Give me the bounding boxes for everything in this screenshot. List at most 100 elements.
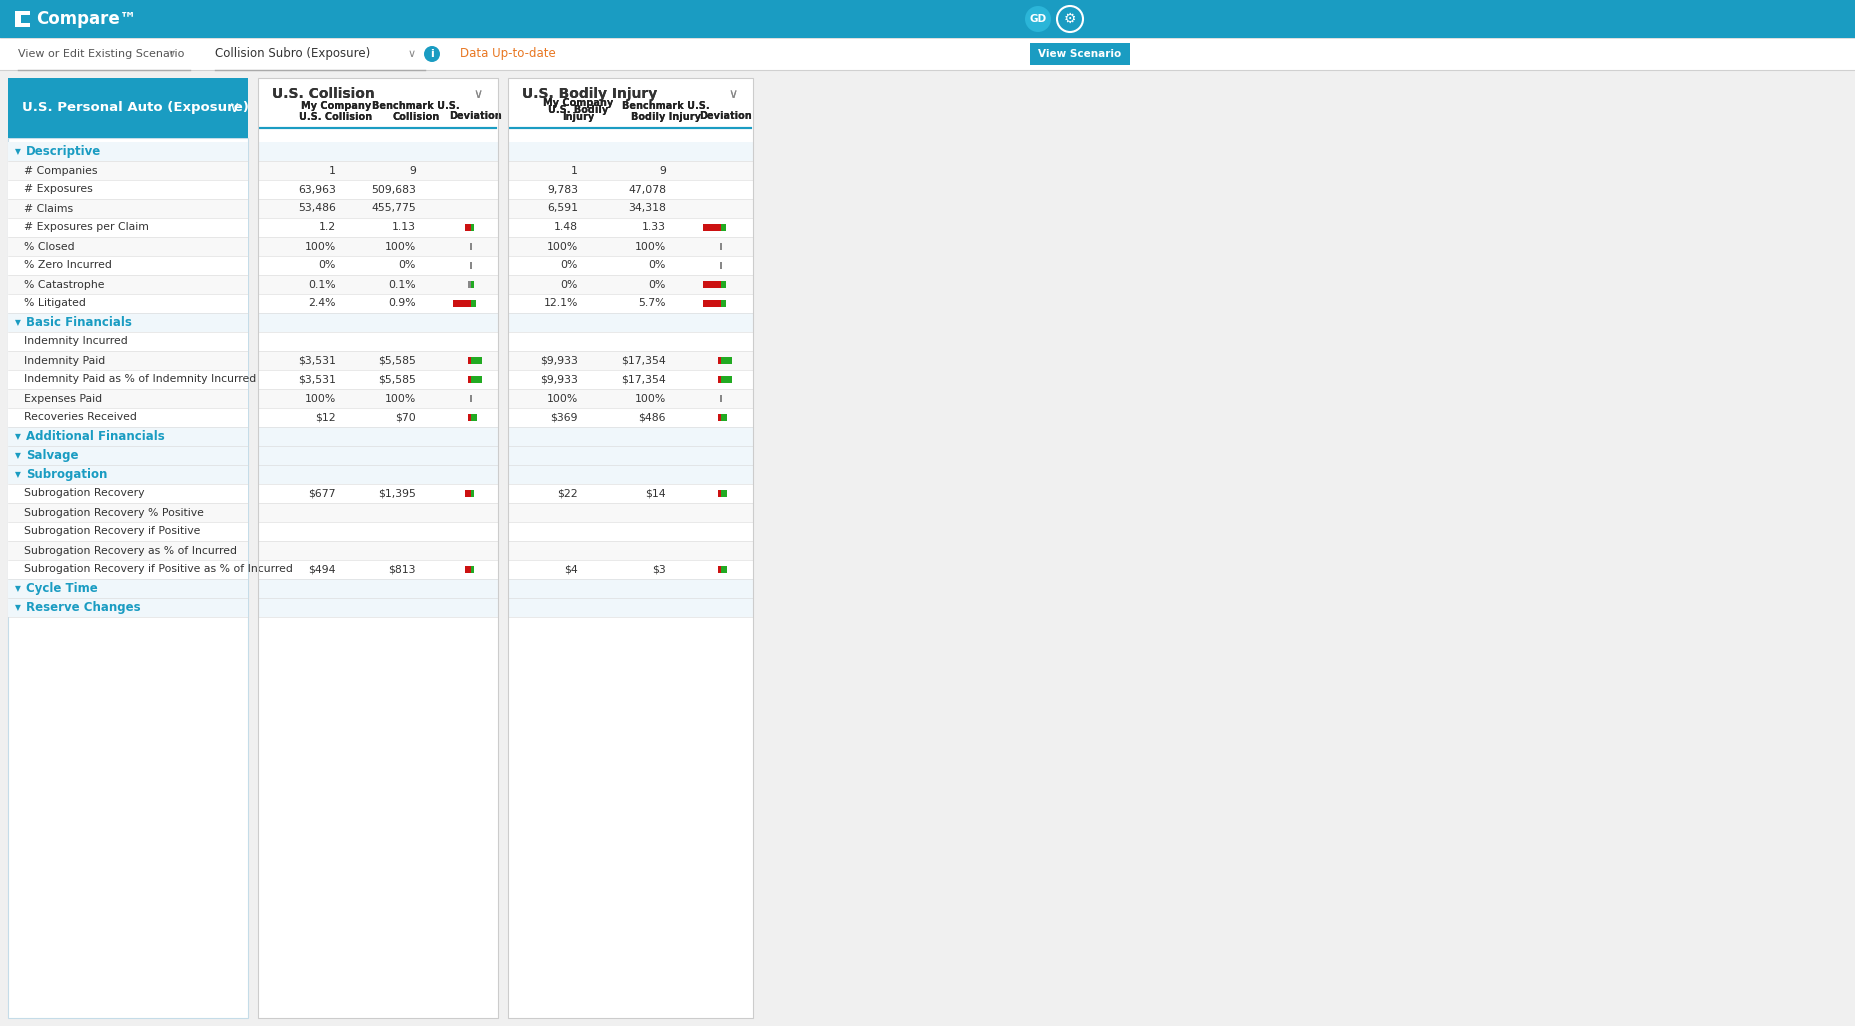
Bar: [720, 281, 725, 288]
Text: Reserve Changes: Reserve Changes: [26, 601, 141, 614]
Text: # Companies: # Companies: [24, 165, 98, 175]
Bar: [508, 427, 753, 446]
Bar: [258, 142, 497, 161]
Bar: [20, 15, 30, 23]
Text: Subrogation: Subrogation: [26, 468, 108, 481]
Bar: [258, 427, 497, 446]
Bar: [720, 490, 727, 497]
Text: Subrogation Recovery if Positive: Subrogation Recovery if Positive: [24, 526, 200, 537]
Bar: [508, 579, 753, 598]
Text: 0%: 0%: [560, 279, 577, 289]
Text: 100%: 100%: [547, 241, 577, 251]
Text: My Company: My Company: [542, 98, 612, 108]
Text: 100%: 100%: [634, 241, 666, 251]
Bar: [258, 275, 497, 294]
Text: 0.9%: 0.9%: [388, 299, 416, 309]
Bar: [0, 0, 1855, 38]
Text: Indemnity Paid as % of Indemnity Incurred: Indemnity Paid as % of Indemnity Incurre…: [24, 374, 256, 385]
Bar: [466, 224, 471, 231]
Text: 1.13: 1.13: [391, 223, 416, 233]
Text: My Company: My Company: [542, 98, 612, 108]
Bar: [720, 262, 722, 269]
Text: $486: $486: [638, 412, 666, 423]
Bar: [720, 300, 725, 307]
Bar: [720, 376, 731, 383]
Bar: [471, 566, 473, 573]
Bar: [258, 351, 497, 370]
Text: 0%: 0%: [319, 261, 336, 271]
Bar: [9, 7, 15, 31]
Bar: [508, 465, 753, 484]
Text: Recoveries Received: Recoveries Received: [24, 412, 137, 423]
Bar: [508, 180, 753, 199]
Text: 12.1%: 12.1%: [544, 299, 577, 309]
Bar: [7, 256, 249, 275]
Text: ⚙: ⚙: [1063, 12, 1076, 26]
Bar: [7, 484, 249, 503]
Text: $3,531: $3,531: [299, 355, 336, 365]
Bar: [7, 199, 249, 218]
Text: Benchmark U.S.: Benchmark U.S.: [621, 101, 709, 111]
Text: U.S. Collision: U.S. Collision: [299, 112, 373, 122]
Bar: [508, 218, 753, 237]
Text: ▼: ▼: [15, 451, 20, 460]
Bar: [720, 415, 727, 421]
Bar: [258, 579, 497, 598]
Text: 100%: 100%: [634, 394, 666, 403]
Bar: [720, 566, 727, 573]
Bar: [258, 522, 497, 541]
Text: Subrogation Recovery if Positive as % of Incurred: Subrogation Recovery if Positive as % of…: [24, 564, 293, 575]
Text: Benchmark U.S.: Benchmark U.S.: [621, 101, 709, 111]
Text: $17,354: $17,354: [621, 374, 666, 385]
Text: 6,591: 6,591: [547, 203, 577, 213]
Bar: [258, 332, 497, 351]
Bar: [508, 370, 753, 389]
Bar: [703, 224, 720, 231]
Text: 0%: 0%: [647, 261, 666, 271]
Text: $494: $494: [308, 564, 336, 575]
Text: ∨: ∨: [473, 87, 482, 101]
Circle shape: [1024, 6, 1050, 32]
Text: 1: 1: [328, 165, 336, 175]
Text: Additional Financials: Additional Financials: [26, 430, 165, 443]
Bar: [7, 370, 249, 389]
Bar: [7, 275, 249, 294]
Text: ▼: ▼: [15, 432, 20, 441]
Text: Subrogation Recovery as % of Incurred: Subrogation Recovery as % of Incurred: [24, 546, 237, 555]
Bar: [508, 142, 753, 161]
Text: $14: $14: [646, 488, 666, 499]
Bar: [7, 579, 249, 598]
Text: $677: $677: [308, 488, 336, 499]
Bar: [7, 332, 249, 351]
Text: Injury: Injury: [562, 112, 594, 122]
Text: # Exposures per Claim: # Exposures per Claim: [24, 223, 148, 233]
Text: Injury: Injury: [562, 112, 594, 122]
Text: $12: $12: [315, 412, 336, 423]
Text: ∨: ∨: [408, 49, 416, 60]
Bar: [7, 408, 249, 427]
Bar: [258, 199, 497, 218]
Text: ▼: ▼: [15, 584, 20, 593]
Text: $5,585: $5,585: [378, 355, 416, 365]
Text: $70: $70: [395, 412, 416, 423]
Text: Data Up-to-date: Data Up-to-date: [460, 47, 555, 61]
Text: U.S. Collision: U.S. Collision: [299, 112, 373, 122]
Bar: [258, 484, 497, 503]
Bar: [508, 598, 753, 617]
Text: % Catastrophe: % Catastrophe: [24, 279, 104, 289]
Text: ∨: ∨: [169, 49, 176, 60]
Text: View Scenario: View Scenario: [1037, 49, 1120, 60]
Bar: [7, 389, 249, 408]
Text: $17,354: $17,354: [621, 355, 666, 365]
Text: % Closed: % Closed: [24, 241, 74, 251]
Bar: [720, 357, 731, 364]
Bar: [7, 161, 249, 180]
Bar: [508, 294, 753, 313]
Bar: [508, 275, 753, 294]
Bar: [471, 490, 473, 497]
Bar: [7, 465, 249, 484]
Text: 34,318: 34,318: [627, 203, 666, 213]
Bar: [471, 300, 475, 307]
Bar: [7, 78, 249, 139]
Bar: [471, 281, 473, 288]
